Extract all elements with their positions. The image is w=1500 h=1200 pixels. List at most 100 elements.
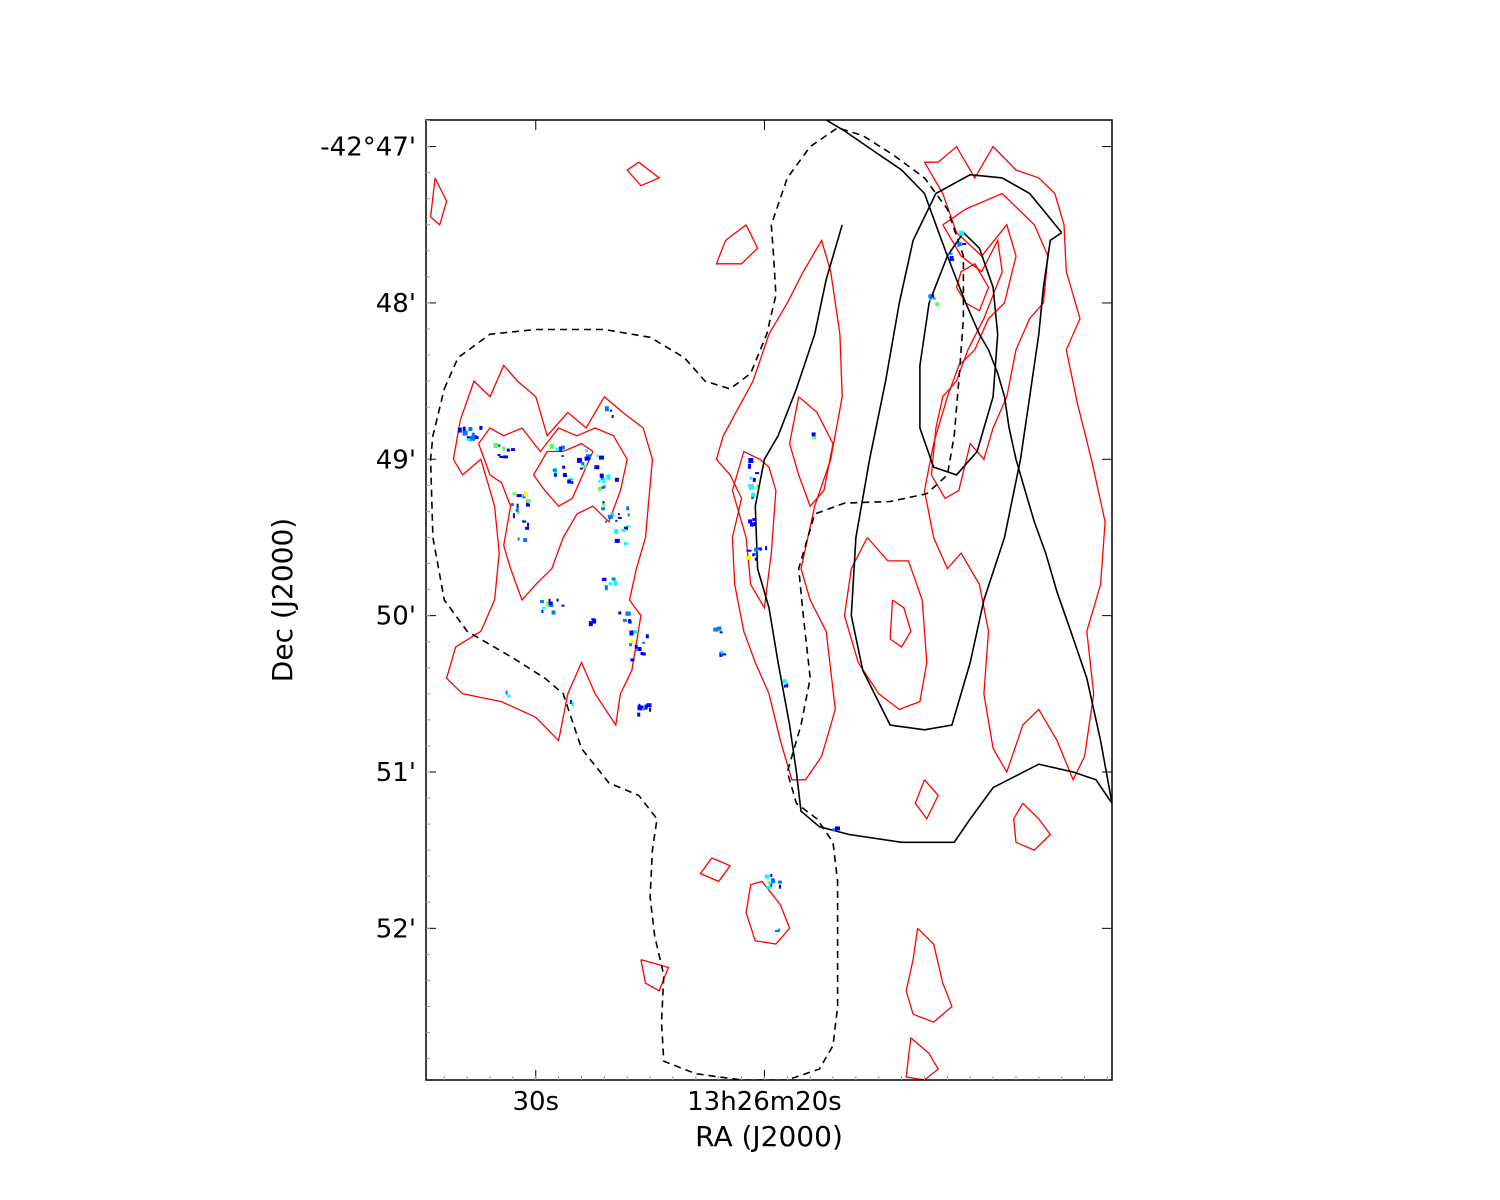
emission-pixel xyxy=(601,478,603,481)
emission-pixel xyxy=(615,519,618,522)
emission-cluster-16 xyxy=(569,700,574,707)
emission-pixel xyxy=(634,648,637,652)
plot-area xyxy=(429,120,1112,1080)
contour-red-solid-16 xyxy=(699,857,732,883)
emission-pixel xyxy=(644,704,648,710)
emission-cluster-10 xyxy=(601,577,618,591)
emission-pixel xyxy=(746,549,752,552)
emission-pixel xyxy=(722,653,727,656)
emission-cluster-13 xyxy=(629,629,649,662)
emission-cluster-9 xyxy=(614,526,628,546)
emission-pixel xyxy=(614,538,620,543)
emission-pixel xyxy=(596,454,599,458)
emission-pixel xyxy=(748,458,754,463)
emission-pixel xyxy=(750,522,754,527)
emission-pixel xyxy=(767,881,771,885)
emission-pixel xyxy=(751,495,755,500)
emission-pixel xyxy=(771,879,776,884)
emission-pixel xyxy=(503,455,508,459)
emission-cluster-4 xyxy=(549,443,565,457)
emission-cluster-20 xyxy=(758,546,767,551)
emission-pixel xyxy=(569,700,572,704)
emission-pixel xyxy=(606,474,611,480)
emission-pixel xyxy=(623,542,628,546)
emission-pixel xyxy=(769,882,772,885)
emission-pixel xyxy=(560,445,565,451)
emission-pixel xyxy=(959,230,965,236)
emission-pixel xyxy=(630,640,634,645)
emission-pixel xyxy=(542,606,546,609)
emission-cluster-6 xyxy=(577,449,604,470)
emission-pixel xyxy=(812,436,817,440)
emission-pixel xyxy=(756,484,759,490)
emission-pixel xyxy=(783,684,786,688)
emission-pixel xyxy=(752,477,756,482)
emission-pixel xyxy=(774,930,780,932)
emission-cluster-19 xyxy=(746,547,759,561)
emission-pixel xyxy=(713,627,719,632)
emission-pixel xyxy=(753,552,757,556)
emission-pixel xyxy=(928,294,932,299)
contour-red-solid-9 xyxy=(843,537,928,711)
emission-pixel xyxy=(637,705,643,711)
emission-cluster-22 xyxy=(719,650,727,657)
emission-pixel xyxy=(605,520,607,523)
emission-pixel xyxy=(949,256,954,261)
contour-black-solid-3 xyxy=(919,231,999,476)
emission-pixel xyxy=(581,462,585,466)
x-axis-label: RA (J2000) xyxy=(695,1120,843,1153)
contour-red-solid-3 xyxy=(731,450,777,610)
tick-labels: 30s 13h26m20s -42°47' 48' 49' 50' 51' 52' xyxy=(320,133,841,1117)
emission-cluster-5 xyxy=(552,465,574,485)
emission-pixel xyxy=(752,553,755,557)
emission-pixel xyxy=(462,430,468,436)
contour-layer-red-solid xyxy=(429,145,1106,1080)
contour-red-solid-20 xyxy=(905,1037,940,1080)
emission-pixel xyxy=(749,484,754,490)
x-tick-label-1: 13h26m20s xyxy=(687,1087,842,1117)
emission-pixel xyxy=(749,476,753,480)
emission-pixel xyxy=(770,873,773,877)
emission-cluster-7 xyxy=(597,473,619,491)
emission-pixel xyxy=(601,578,606,581)
emission-pixel xyxy=(527,522,529,527)
contour-red-solid-8 xyxy=(788,396,834,508)
emission-cluster-2 xyxy=(510,491,531,519)
emission-pixel xyxy=(516,503,519,509)
emission-pixel xyxy=(720,650,724,655)
contour-layer-black-solid xyxy=(754,120,1112,844)
emission-pixel xyxy=(466,437,471,441)
emission-pixel xyxy=(515,508,519,512)
emission-pixel xyxy=(947,252,953,255)
emission-pixel xyxy=(751,492,756,497)
emission-pixel xyxy=(505,690,508,695)
emission-pixel xyxy=(561,455,564,457)
emission-pixel xyxy=(579,467,583,470)
emission-pixel xyxy=(548,601,553,606)
emission-cluster-29 xyxy=(811,432,817,440)
contour-red-solid-4 xyxy=(923,145,1106,782)
emission-pixel xyxy=(471,432,475,438)
emission-cluster-31 xyxy=(832,826,840,832)
emission-pixel xyxy=(645,634,649,639)
emission-cluster-25 xyxy=(774,928,780,932)
emission-pixel xyxy=(752,522,756,527)
emission-pixel xyxy=(607,514,613,519)
emission-pixel xyxy=(507,694,511,698)
y-tick-label-4: 51' xyxy=(376,758,416,788)
emission-cluster-21 xyxy=(713,626,723,634)
contour-red-solid-10 xyxy=(889,599,912,648)
emission-pixel xyxy=(614,529,619,534)
emission-pixel xyxy=(811,432,816,437)
emission-pixel xyxy=(617,513,620,516)
emission-pixel xyxy=(526,502,530,507)
emission-pixel xyxy=(571,701,574,707)
emission-pixel xyxy=(479,425,483,430)
contour-black-dashed-0 xyxy=(429,126,965,1080)
emission-cluster-18 xyxy=(748,458,760,527)
emission-pixel xyxy=(611,577,616,581)
emission-pixel xyxy=(638,705,644,708)
emission-cluster-17 xyxy=(604,406,614,418)
emission-pixel xyxy=(958,242,962,247)
emission-pixel xyxy=(525,499,529,502)
